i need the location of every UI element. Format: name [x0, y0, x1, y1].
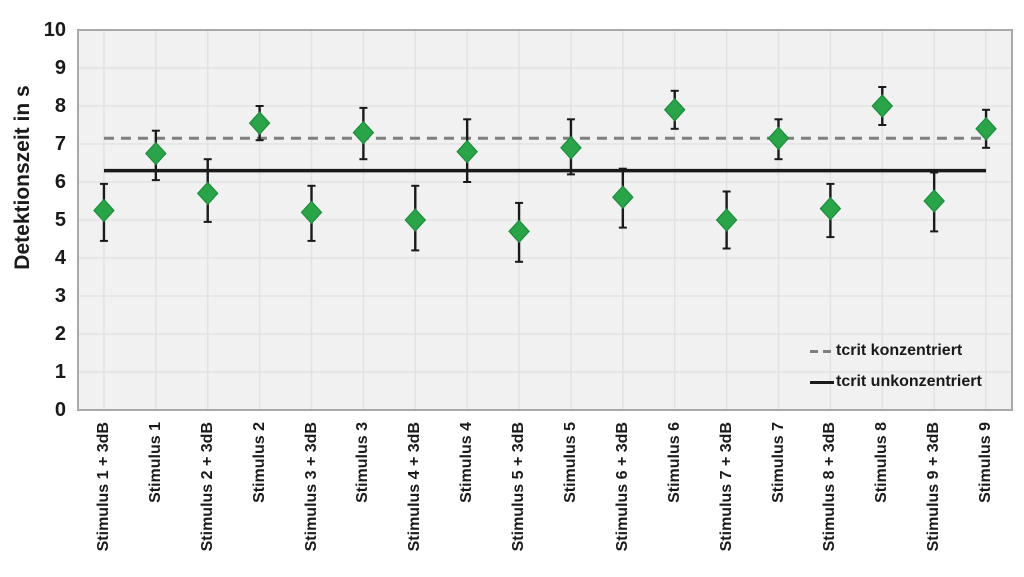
x-category-label: Stimulus 6: [665, 422, 683, 503]
data-point-marker: [456, 139, 478, 164]
y-tick-label: 2: [54, 323, 66, 345]
data-point-marker: [819, 196, 842, 221]
y-tick-label: 9: [54, 57, 66, 79]
x-category-label: Stimulus 9: [977, 422, 995, 503]
data-point-marker: [975, 116, 997, 141]
x-category-label: Stimulus 7 + 3dB: [717, 422, 735, 552]
legend-item-tcrit-unkonzentriert: tcrit unkonzentriert: [810, 372, 982, 392]
y-tick-label: 7: [54, 133, 66, 155]
x-category-label: Stimulus 7: [769, 422, 787, 503]
y-tick-label: 4: [54, 247, 66, 269]
y-tick-label: 8: [54, 95, 66, 117]
data-point-marker: [767, 126, 790, 151]
legend: tcrit konzentriert tcrit unkonzentriert: [810, 341, 982, 403]
y-tick-label: 0: [54, 399, 66, 421]
data-point-marker: [508, 219, 530, 244]
data-point-marker: [404, 208, 427, 232]
x-category-label: Stimulus 1 + 3dB: [94, 422, 112, 552]
x-category-label: Stimulus 3 + 3dB: [302, 422, 320, 552]
x-category-label: Stimulus 6 + 3dB: [613, 422, 631, 552]
x-category-label: Stimulus 5 + 3dB: [510, 422, 528, 552]
x-category-label: Stimulus 8 + 3dB: [821, 422, 839, 552]
data-point-marker: [300, 200, 323, 225]
plot-border: [77, 29, 1013, 411]
x-category-label: Stimulus 2: [250, 422, 268, 503]
x-category-label: Stimulus 2 + 3dB: [198, 422, 216, 552]
data-point-marker: [248, 111, 271, 135]
x-category-label: Stimulus 4: [458, 422, 476, 503]
x-category-label: Stimulus 1: [146, 422, 164, 503]
y-tick-label: 5: [54, 209, 66, 231]
solid-line-sample-icon: [810, 380, 834, 384]
data-point-marker: [923, 189, 945, 213]
x-category-label: Stimulus 9 + 3dB: [925, 422, 943, 552]
dashed-line-sample-icon: [810, 349, 834, 353]
data-point-marker: [871, 94, 894, 118]
data-point-marker: [145, 141, 167, 166]
data-point-marker: [560, 135, 582, 160]
x-category-label: Stimulus 4 + 3dB: [406, 422, 424, 552]
data-point-marker: [715, 208, 738, 232]
legend-item-tcrit-konzentriert: tcrit konzentriert: [810, 341, 982, 361]
x-category-label: Stimulus 3: [354, 422, 372, 503]
y-tick-label: 1: [54, 361, 66, 383]
x-category-label: Stimulus 8: [873, 422, 891, 503]
y-tick-label: 10: [43, 19, 66, 41]
data-point-marker: [196, 181, 219, 206]
legend-label: tcrit unkonzentriert: [836, 373, 982, 390]
data-point-marker: [663, 97, 686, 122]
y-tick-label: 6: [54, 171, 66, 193]
y-tick-label: 3: [54, 285, 66, 307]
data-point-marker: [93, 198, 115, 223]
data-point-marker: [612, 185, 634, 210]
legend-label: tcrit konzentriert: [836, 342, 963, 359]
x-category-label: Stimulus 5: [561, 422, 579, 503]
data-point-marker: [352, 120, 375, 145]
